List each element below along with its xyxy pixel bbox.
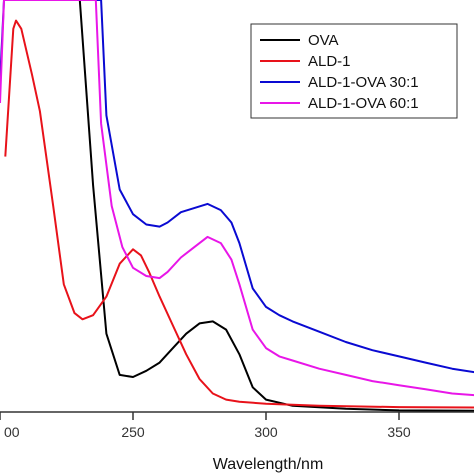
legend: OVA ALD-1 ALD-1-OVA 30:1 ALD-1-OVA 60:1 bbox=[250, 23, 458, 119]
legend-label: OVA bbox=[308, 32, 339, 49]
x-tick-label: 00 bbox=[4, 424, 20, 440]
legend-label: ALD-1 bbox=[308, 53, 351, 70]
series-line-2 bbox=[4, 19, 474, 409]
x-axis-label: Wavelength/nm bbox=[213, 456, 324, 473]
x-tick-label: 300 bbox=[254, 424, 278, 440]
x-tick-label: 350 bbox=[387, 424, 411, 440]
series-line-4 bbox=[0, 0, 474, 397]
x-ticks: 00 250 300 350 bbox=[0, 412, 411, 440]
legend-items: OVA ALD-1 ALD-1-OVA 30:1 ALD-1-OVA 60:1 bbox=[260, 32, 419, 112]
x-tick-label: 250 bbox=[121, 424, 145, 440]
series-line-3 bbox=[0, 0, 474, 374]
legend-label: ALD-1-OVA 60:1 bbox=[308, 95, 419, 112]
legend-label: ALD-1-OVA 30:1 bbox=[308, 74, 419, 91]
series-layer bbox=[0, 0, 474, 412]
